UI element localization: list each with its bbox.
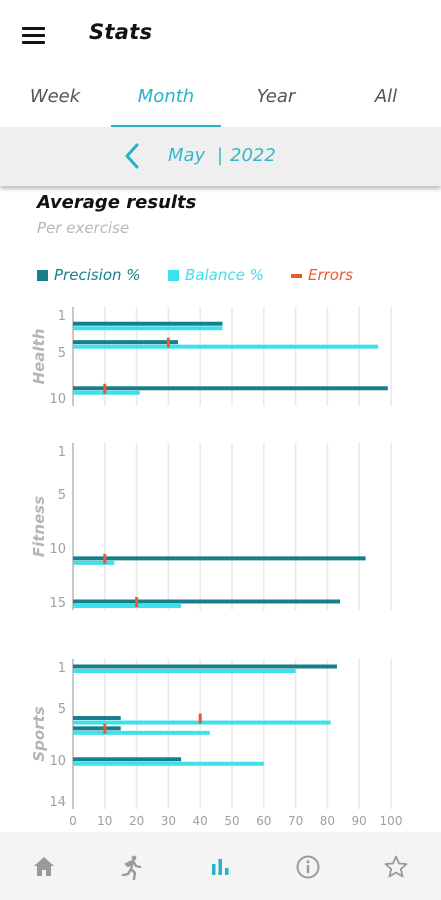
legend-balance-label: Balance %: [185, 266, 264, 284]
legend-balance: Balance %: [168, 266, 264, 284]
error-marker: [103, 553, 107, 564]
y-tick-label: 10: [49, 542, 66, 557]
legend-errors: Errors: [291, 266, 353, 284]
section-subtitle: Per exercise: [37, 219, 130, 237]
balance-bar: [73, 669, 296, 673]
x-tick-label: 10: [97, 814, 112, 828]
y-tick-label: 5: [58, 488, 66, 503]
page-title: Stats: [89, 20, 153, 44]
y-tick-label: 1: [58, 661, 66, 676]
tab-all[interactable]: All: [374, 86, 398, 107]
precision-bar: [73, 321, 223, 326]
balance-bar: [73, 344, 379, 349]
error-marker: [103, 723, 107, 734]
precision-bar: [73, 726, 121, 731]
date-navigator: May | 2022: [0, 127, 441, 186]
group-label: Sports: [30, 706, 48, 761]
tab-week[interactable]: Week: [29, 86, 81, 107]
error-marker: [103, 383, 107, 394]
precision-bar: [73, 716, 121, 721]
balance-swatch: [168, 270, 179, 281]
x-tick-label: 90: [352, 814, 367, 828]
y-tick-label: 1: [58, 309, 66, 324]
y-tick-label: 14: [49, 795, 66, 810]
tab-month[interactable]: Month: [137, 86, 195, 107]
precision-bar: [73, 556, 366, 561]
x-tick-label: 80: [320, 814, 335, 828]
menu-line: [22, 27, 45, 30]
date-separator: |: [217, 145, 224, 166]
precision-bar: [73, 599, 341, 604]
error-marker: [198, 713, 202, 724]
nav-home[interactable]: [0, 832, 88, 900]
nav-exercise[interactable]: [88, 832, 176, 900]
x-tick-label: 60: [256, 814, 271, 828]
legend-precision-label: Precision %: [54, 266, 141, 284]
nav-favorites[interactable]: [352, 832, 440, 900]
x-tick-label: 0: [69, 814, 77, 828]
balance-bar: [73, 730, 210, 735]
x-tick-label: 100: [380, 814, 403, 828]
period-tabs: Week Month Year All: [0, 70, 441, 127]
balance-bar: [73, 761, 264, 766]
year-label[interactable]: 2022: [230, 145, 276, 166]
error-marker: [135, 597, 139, 607]
chevron-left-icon[interactable]: [118, 139, 146, 173]
group-label: Fitness: [30, 496, 48, 557]
x-tick-label: 70: [288, 814, 303, 828]
x-tick-label: 40: [193, 814, 208, 828]
balance-bar: [73, 560, 115, 565]
y-tick-label: 10: [49, 392, 66, 407]
bottom-nav: [0, 832, 441, 900]
tab-year[interactable]: Year: [256, 86, 296, 107]
app-bar: Stats: [0, 0, 441, 70]
balance-bar: [73, 326, 223, 331]
menu-line: [22, 34, 45, 37]
balance-bar: [73, 604, 182, 608]
nav-info[interactable]: [264, 832, 352, 900]
active-tab-indicator: [111, 125, 221, 127]
errors-swatch: [291, 273, 302, 278]
legend-precision: Precision %: [37, 266, 141, 284]
x-tick-label: 50: [224, 814, 239, 828]
bar-chart-icon: [212, 859, 229, 875]
legend-errors-label: Errors: [308, 266, 353, 284]
info-icon: [296, 855, 320, 879]
running-person-icon: [121, 855, 142, 880]
precision-bar: [73, 757, 182, 762]
precision-swatch: [37, 270, 48, 281]
balance-bar: [73, 720, 331, 725]
error-marker: [166, 337, 170, 348]
star-icon: [384, 855, 408, 878]
x-tick-label: 20: [129, 814, 144, 828]
home-icon: [34, 857, 54, 876]
menu-line: [22, 41, 45, 44]
precision-bar: [73, 340, 178, 345]
y-tick-label: 15: [49, 596, 66, 611]
y-tick-label: 5: [58, 346, 66, 361]
section-title: Average results: [37, 192, 197, 213]
month-label[interactable]: May: [168, 145, 206, 166]
y-tick-label: 10: [49, 754, 66, 769]
chart-panel-sports: 1 5 10 14 Sports 0 10 20 30 40 50 60 70 80 90 100: [30, 659, 402, 828]
y-tick-label: 5: [58, 702, 66, 717]
precision-bar: [73, 664, 337, 669]
group-label: Health: [30, 329, 48, 385]
x-tick-label: 30: [161, 814, 176, 828]
y-tick-label: 1: [58, 445, 66, 460]
nav-stats[interactable]: [176, 832, 264, 900]
precision-bar: [73, 386, 388, 391]
hamburger-menu-icon[interactable]: [22, 24, 46, 46]
balance-bar: [73, 390, 140, 395]
